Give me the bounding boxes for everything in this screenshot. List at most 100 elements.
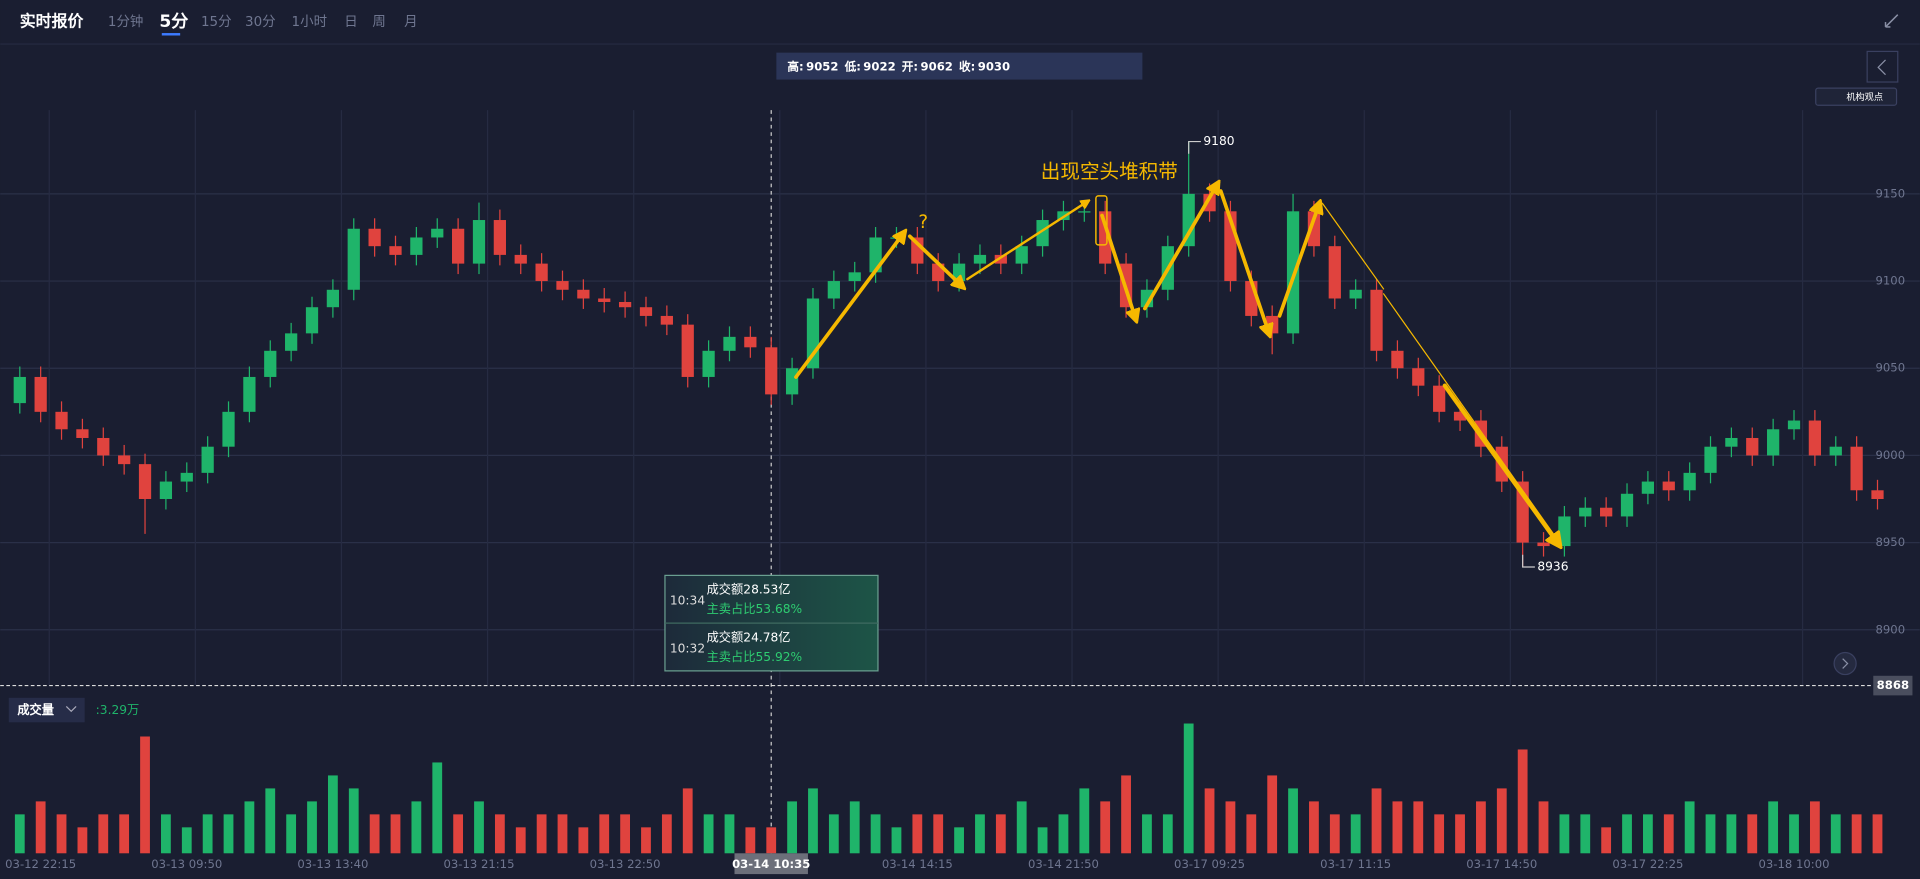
opinion-button-label: 机构观点 [1846,91,1883,103]
candle-body [1078,211,1091,213]
volume-bar [599,814,610,854]
volume-bar [432,762,443,854]
volume-bar [35,801,46,854]
info-label: 低: [844,59,861,73]
volume-bar [1246,814,1257,854]
volume-bar [1434,814,1445,854]
volume-bar [1413,801,1424,854]
x-tick-label: 03-17 14:50 [1466,857,1537,871]
toolbar-title: 实时报价 [20,12,84,31]
volume-bar [828,814,839,854]
candle-body [1433,385,1446,412]
volume-bars [14,723,1883,854]
y-tick-label: 8900 [1876,622,1906,636]
candle-body [660,315,673,325]
candle-body [118,455,131,465]
volume-label: 成交量 [17,702,54,717]
opinion-button[interactable] [1815,87,1898,106]
y-tick-label: 9050 [1876,361,1906,375]
volume-bar [1455,814,1465,854]
collapse-icon[interactable] [1884,14,1899,28]
period-tab[interactable]: 周 [372,15,385,30]
info-text: 高: 9052 低: 9022 开: 9062 收: 9030 [787,59,1010,73]
candle-body [368,228,381,247]
volume-bar [1747,814,1758,854]
volume-bar [870,814,881,854]
side-toggle[interactable] [1866,50,1899,83]
volume-bar [1225,801,1236,854]
tooltip-amount: 成交额24.78亿 [707,629,791,644]
volume-bar [975,814,985,854]
candle-body [1620,493,1634,517]
x-tick-label: 03-13 22:50 [590,857,661,871]
volume-bar [808,788,818,854]
period-tab[interactable]: 1小时 [292,14,327,30]
volume-bar [140,736,150,854]
period-tab[interactable]: 5分 [159,12,188,32]
volume-bar [14,814,25,854]
volume-bar [1267,775,1278,854]
candle-body [1871,490,1884,500]
candle-body [848,272,861,282]
period-tab[interactable]: 月 [404,15,417,30]
volume-bar [1830,814,1841,854]
candle-body [556,281,569,290]
x-tick-label: 03-12 22:15 [5,857,76,871]
candle-body [1453,411,1467,421]
period-tab[interactable]: 15分 [201,14,232,30]
candle-body [493,220,506,255]
candle-body [305,307,319,334]
candle-body [222,411,235,447]
volume-bar [933,814,944,854]
candle-body [723,336,736,351]
period-tab[interactable]: 日 [344,15,357,30]
period-tab[interactable]: 30分 [245,14,276,30]
y-tick-label: 9100 [1876,274,1906,288]
labels: 03-12 22:15 03-13 09:50 03-13 13:40 03-13 2… [5,134,1909,875]
candle-body [1328,246,1341,299]
y-tick-label: 9000 [1876,448,1906,462]
volume-bar [494,814,505,854]
candle-body [1036,220,1049,247]
y-tick-label: 8950 [1876,535,1906,549]
candle-body [681,324,694,377]
info-label: 收: [959,59,975,73]
volume-bar [1580,814,1591,854]
candle-body [1391,350,1404,369]
volume-bar [202,814,213,854]
volume-bar [703,814,714,854]
candle-body [1662,481,1675,491]
candle-body [535,263,548,282]
volume-bar [1079,788,1090,854]
candle-body [785,368,799,395]
volume-bar [453,814,464,854]
volume-bar [1100,801,1111,854]
volume-bar [1517,749,1528,854]
volume-bar [682,788,693,854]
annotation-arrows [794,182,1561,546]
volume-bar [1329,814,1340,854]
volume-bar [724,814,735,854]
annotation: 出现空头堆积带 [1041,160,1178,183]
candle-body [326,289,340,308]
candle-body [431,228,444,238]
scroll-button[interactable] [1833,651,1857,676]
tooltip-ratio: 主卖占比53.68% [707,601,803,616]
candle-body [1558,516,1571,547]
info-bar [776,52,1143,80]
volume-bar [1350,814,1361,854]
candle-body [1203,193,1216,212]
info-label: 高: [787,59,803,73]
volume-bar [1496,788,1507,854]
volume-bar [1809,801,1820,854]
period-tab[interactable]: 1分钟 [108,13,143,30]
volume-bar [369,814,380,854]
volume-bar [661,814,672,854]
volume-bar [641,827,651,854]
volume-dropdown [65,705,77,713]
volume-bar [1538,801,1549,854]
volume-bar [954,827,964,854]
candle-body [1307,211,1321,247]
volume-bar [1768,801,1779,854]
